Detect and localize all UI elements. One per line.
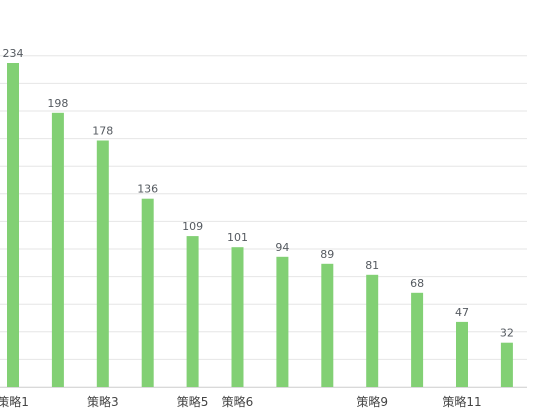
- x-tick-labels: 策略1 策略3 策略5 策略6 策略9 策略11: [0, 394, 482, 409]
- bar-策略2: [51, 112, 64, 388]
- x-tick-label: 策略5: [177, 394, 209, 409]
- bar-策略3: [96, 140, 109, 387]
- x-tick-label: 策略6: [222, 394, 254, 409]
- bar-value-label: 109: [182, 220, 203, 233]
- bar-value-label: 89: [320, 248, 334, 261]
- data-labels: 234 198 178 136 109 101 94 89 81 68 47 32: [3, 47, 514, 340]
- bar-策略8: [321, 263, 334, 387]
- bar-value-label: 136: [137, 183, 158, 196]
- x-tick-label: 策略9: [356, 394, 388, 409]
- bar-value-label: 178: [92, 125, 113, 138]
- bar-策略11: [456, 321, 468, 387]
- bar-value-label: 94: [275, 241, 289, 254]
- grid-lines: [0, 55, 527, 388]
- bar-value-label: 81: [365, 259, 379, 272]
- bar-策略5: [186, 236, 199, 387]
- bars: [7, 63, 513, 388]
- bar-value-label: 234: [3, 47, 24, 60]
- bar-策略10: [411, 292, 424, 387]
- bar-value-label: 68: [410, 277, 424, 290]
- x-tick-label: 策略1: [0, 394, 29, 409]
- bar-value-label: 32: [500, 327, 514, 340]
- bar-value-label: 47: [455, 306, 469, 319]
- bar-value-label: 198: [47, 97, 68, 110]
- bar-value-label: 101: [227, 231, 248, 244]
- bar-策略6: [231, 247, 244, 387]
- bar-策略9: [366, 274, 379, 387]
- bar-策略1: [7, 63, 19, 387]
- bar-策略4: [141, 198, 154, 387]
- bar-策略7: [276, 256, 289, 387]
- x-tick-label: 策略11: [442, 394, 481, 409]
- x-tick-label: 策略3: [87, 394, 119, 409]
- bar-策略12: [500, 342, 513, 387]
